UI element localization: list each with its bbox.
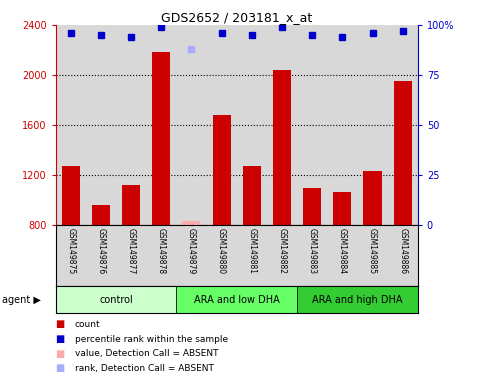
- Text: control: control: [99, 295, 133, 305]
- Bar: [303, 189, 321, 225]
- Text: GSM149884: GSM149884: [338, 228, 347, 274]
- Text: ARA and high DHA: ARA and high DHA: [312, 295, 403, 305]
- Text: GSM149886: GSM149886: [398, 228, 407, 274]
- Text: GSM149885: GSM149885: [368, 228, 377, 274]
- Text: ARA and low DHA: ARA and low DHA: [194, 295, 280, 305]
- Text: ■: ■: [56, 363, 65, 373]
- Text: ■: ■: [56, 349, 65, 359]
- Text: agent ▶: agent ▶: [2, 295, 41, 305]
- Text: GSM149878: GSM149878: [156, 228, 166, 274]
- Bar: [152, 53, 170, 225]
- Text: GSM149882: GSM149882: [277, 228, 286, 274]
- Bar: [183, 221, 200, 225]
- Text: count: count: [75, 320, 100, 329]
- Title: GDS2652 / 203181_x_at: GDS2652 / 203181_x_at: [161, 11, 313, 24]
- Text: GSM149881: GSM149881: [247, 228, 256, 274]
- Text: GSM149880: GSM149880: [217, 228, 226, 274]
- Text: GSM149883: GSM149883: [308, 228, 317, 274]
- Text: GSM149875: GSM149875: [66, 228, 75, 274]
- Bar: [62, 166, 80, 225]
- Bar: [56, 286, 176, 313]
- Bar: [297, 286, 418, 313]
- Bar: [273, 70, 291, 225]
- Bar: [92, 205, 110, 225]
- Text: percentile rank within the sample: percentile rank within the sample: [75, 334, 228, 344]
- Text: GSM149879: GSM149879: [187, 228, 196, 274]
- Text: ■: ■: [56, 319, 65, 329]
- Bar: [242, 166, 261, 225]
- Bar: [333, 192, 352, 225]
- Bar: [394, 81, 412, 225]
- Bar: [364, 171, 382, 225]
- Text: rank, Detection Call = ABSENT: rank, Detection Call = ABSENT: [75, 364, 214, 373]
- Text: GSM149876: GSM149876: [96, 228, 105, 274]
- Text: value, Detection Call = ABSENT: value, Detection Call = ABSENT: [75, 349, 218, 358]
- Bar: [122, 185, 140, 225]
- Text: ■: ■: [56, 334, 65, 344]
- Bar: [213, 115, 231, 225]
- Bar: [176, 286, 297, 313]
- Text: GSM149877: GSM149877: [127, 228, 136, 274]
